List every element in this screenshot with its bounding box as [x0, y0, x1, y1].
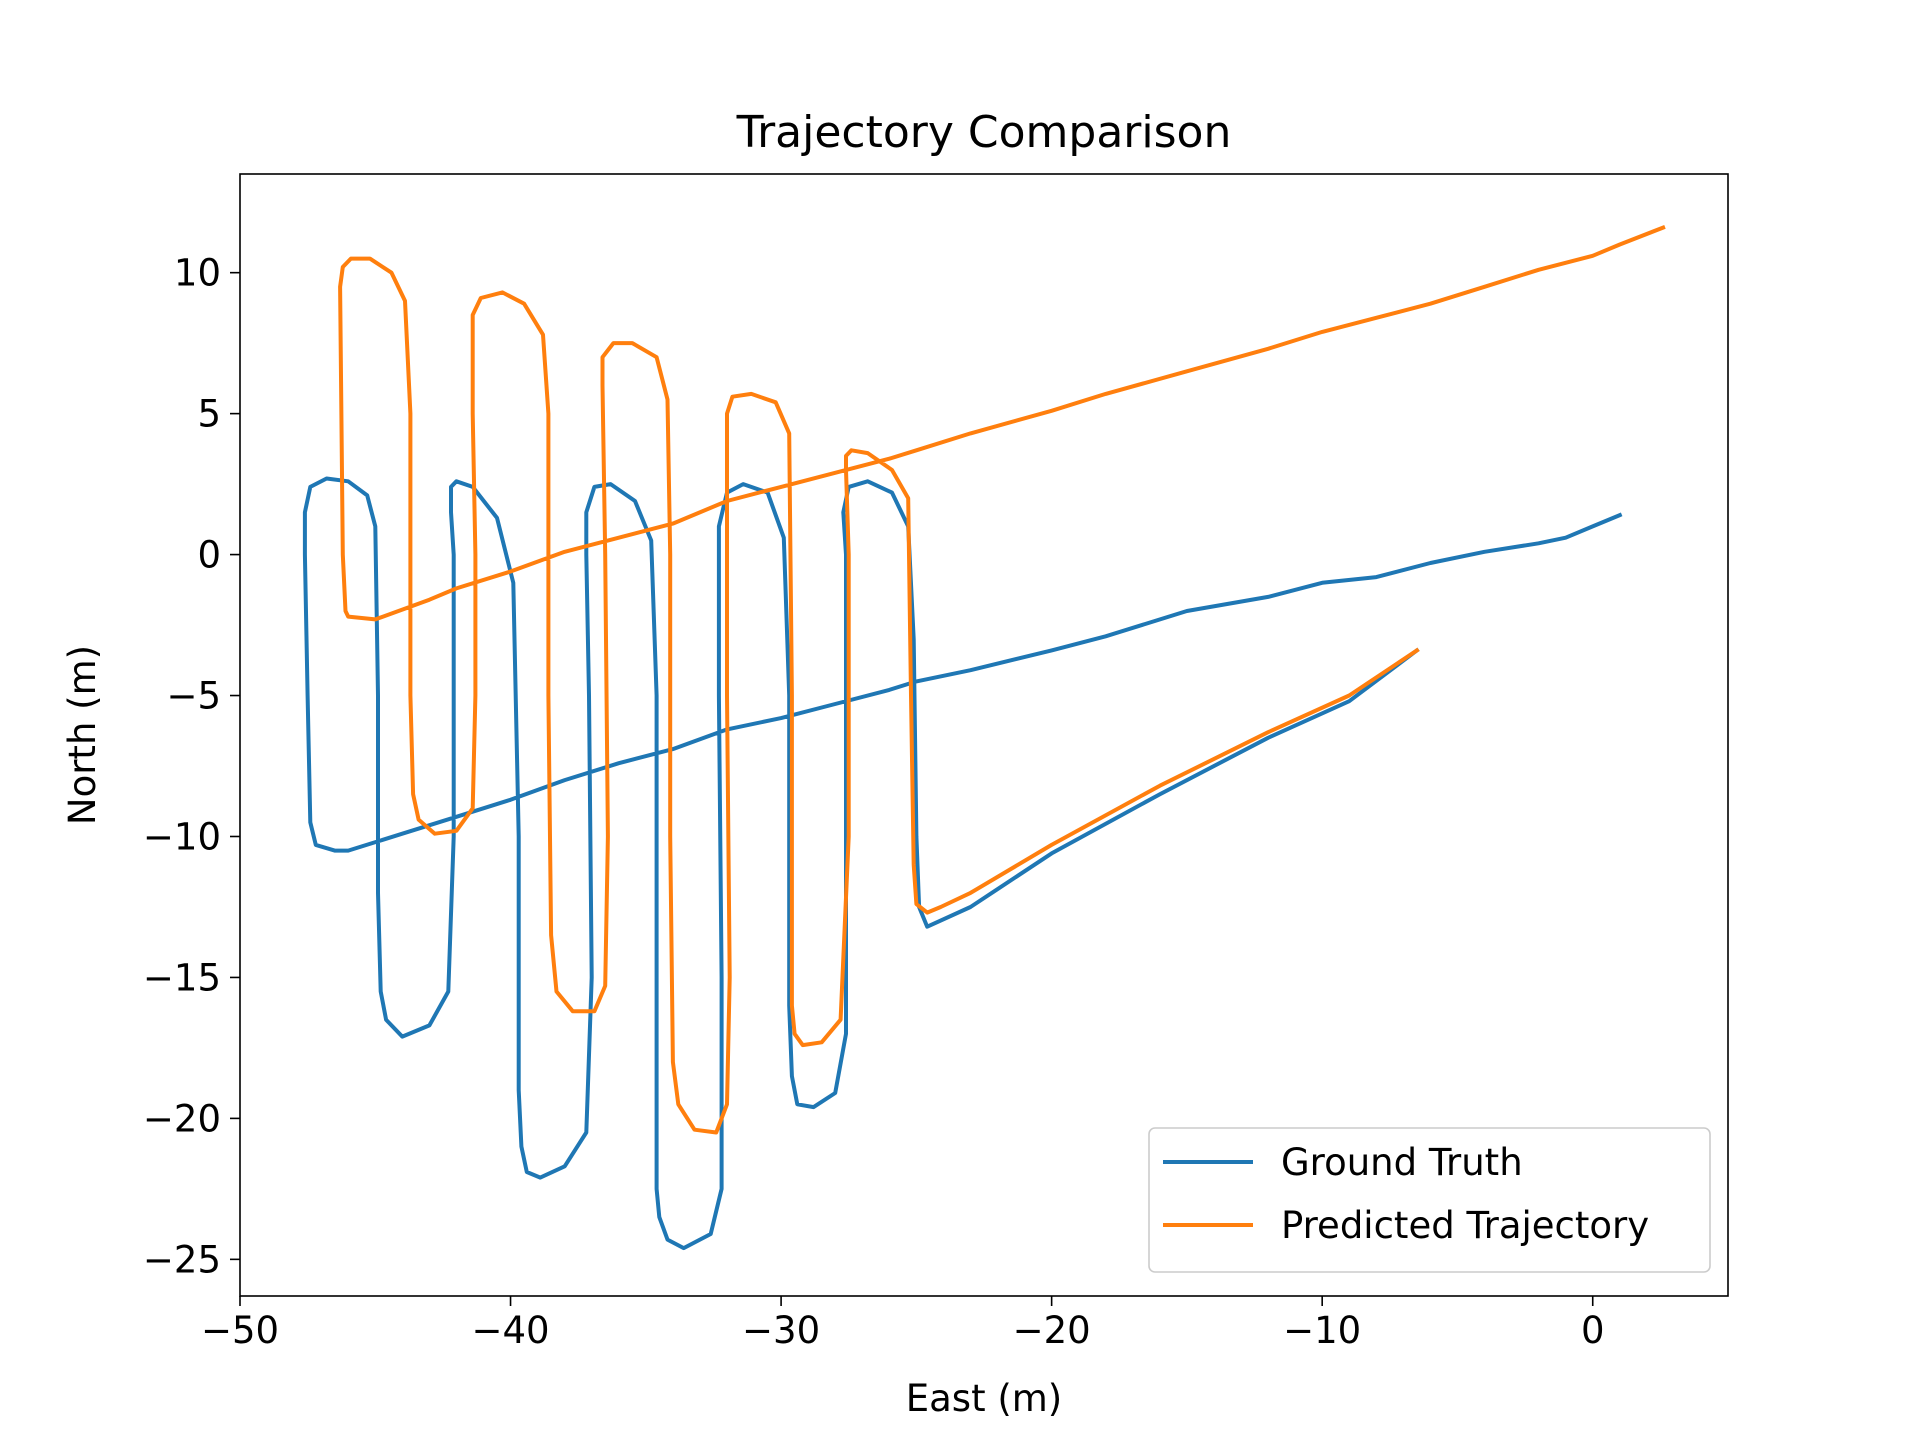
x-axis-ticks: −50 −40 −30 −20 −10 0	[201, 1296, 1605, 1352]
x-tick-label: −30	[742, 1309, 820, 1352]
y-tick-label: 5	[197, 393, 221, 436]
x-tick-label: −40	[471, 1309, 549, 1352]
legend-frame	[1148, 1127, 1711, 1273]
x-tick-label: −20	[1013, 1309, 1091, 1352]
plot-frame	[239, 173, 1729, 1297]
y-axis-label: North (m)	[61, 645, 104, 825]
x-tick-label: 0	[1581, 1309, 1605, 1352]
y-tick-label: −25	[143, 1238, 221, 1281]
y-tick-label: −10	[143, 815, 221, 858]
series-line-ground-truth	[302, 476, 1623, 1251]
y-tick-label: 10	[174, 252, 221, 295]
y-tick-label: −5	[166, 675, 221, 718]
series-line-predicted-trajectory	[338, 225, 1666, 1135]
chart-title: Trajectory Comparison	[736, 107, 1232, 158]
series-layer	[302, 225, 1666, 1251]
y-tick-label: −20	[143, 1097, 221, 1140]
x-tick-label: −50	[201, 1309, 279, 1352]
legend-label-predicted-trajectory: Predicted Trajectory	[1281, 1204, 1649, 1247]
y-tick-label: −15	[143, 956, 221, 999]
legend-label-ground-truth: Ground Truth	[1281, 1141, 1523, 1184]
x-tick-label: −10	[1283, 1309, 1361, 1352]
y-tick-label: 0	[197, 534, 221, 577]
y-axis-ticks: −25 −20 −15 −10 −5 0 5 10	[143, 252, 240, 1281]
legend: Ground Truth Predicted Trajectory	[1148, 1127, 1711, 1273]
plot-area	[240, 174, 1728, 1296]
x-axis-label: East (m)	[906, 1377, 1063, 1420]
